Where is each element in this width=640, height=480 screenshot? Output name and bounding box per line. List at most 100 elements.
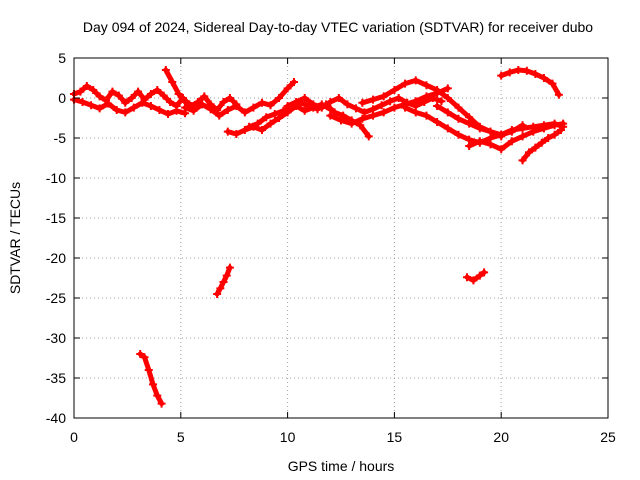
data-point: [181, 103, 190, 112]
data-point: [174, 90, 183, 98]
data-point: [356, 121, 365, 130]
y-tick-label: -40: [46, 410, 66, 426]
data-point: [548, 79, 557, 88]
x-tick-label: 0: [70, 429, 78, 445]
data-point: [279, 106, 288, 115]
data-point: [149, 380, 158, 389]
data-point: [326, 111, 335, 120]
data-point: [146, 90, 155, 98]
data-point: [497, 130, 506, 139]
data-point: [157, 399, 166, 408]
data-point: [437, 97, 446, 106]
data-point: [300, 94, 309, 102]
data-point: [465, 119, 474, 128]
data-point: [411, 97, 420, 106]
data-point: [225, 263, 234, 272]
data-point: [95, 104, 104, 113]
data-point: [222, 271, 231, 280]
data-point: [223, 127, 232, 136]
data-point: [309, 100, 318, 109]
y-tick-label: -15: [46, 210, 66, 226]
data-point: [386, 97, 395, 106]
data-point: [411, 108, 420, 117]
data-point: [95, 92, 104, 101]
series-track-12: [465, 119, 568, 154]
data-point: [358, 114, 367, 123]
data-point: [257, 126, 266, 134]
data-point: [163, 110, 172, 118]
chart-title: Day 094 of 2024, Sidereal Day-to-day VTE…: [83, 19, 593, 35]
data-point: [475, 271, 484, 280]
data-point: [454, 114, 463, 123]
series-track-15: [136, 350, 166, 408]
data-point: [249, 103, 258, 112]
data-point: [87, 101, 96, 110]
data-point: [443, 94, 452, 102]
data-point: [153, 86, 162, 94]
data-point: [401, 103, 410, 112]
data-point: [497, 71, 506, 80]
data-point: [292, 98, 301, 106]
data-point: [463, 273, 472, 282]
y-tick-label: -30: [46, 330, 66, 346]
data-point: [422, 92, 431, 101]
data-point: [379, 108, 388, 117]
data-point: [134, 87, 143, 96]
series-track-17: [463, 268, 489, 285]
data-point: [215, 111, 224, 120]
data-point: [518, 124, 527, 133]
data-point: [550, 130, 559, 139]
data-point: [557, 126, 566, 134]
data-point: [394, 94, 403, 102]
data-point: [146, 102, 155, 110]
data-point: [121, 108, 130, 117]
data-point: [337, 116, 345, 125]
data-point: [213, 290, 222, 298]
data-point: [112, 106, 121, 114]
data-point: [153, 391, 162, 400]
data-point: [364, 132, 373, 141]
data-point: [266, 101, 275, 110]
data-point: [550, 121, 559, 130]
data-point: [454, 130, 463, 139]
data-point: [422, 81, 431, 90]
data-point: [433, 86, 442, 94]
data-point: [422, 111, 431, 120]
data-point: [486, 140, 495, 149]
data-point: [537, 138, 546, 147]
data-point: [104, 99, 113, 108]
data-point: [257, 98, 266, 107]
data-point: [232, 102, 241, 110]
data-point: [200, 92, 209, 101]
data-point: [144, 366, 153, 374]
data-point: [507, 126, 516, 134]
data-point: [155, 106, 164, 114]
data-point: [514, 66, 523, 74]
data-point: [76, 87, 85, 96]
data-point: [475, 124, 484, 133]
data-point: [225, 94, 234, 102]
data-point: [369, 95, 378, 104]
data-point: [390, 86, 399, 94]
data-point: [275, 114, 284, 122]
data-point: [524, 148, 533, 157]
data-point: [283, 102, 292, 110]
data-point: [136, 350, 145, 358]
data-point: [300, 106, 309, 115]
data-point: [240, 126, 249, 134]
data-point: [443, 84, 452, 93]
data-point: [245, 122, 254, 131]
data-point: [283, 84, 292, 93]
data-point: [497, 145, 506, 154]
x-tick-label: 20: [493, 429, 509, 445]
data-layer: [70, 66, 568, 408]
data-point: [505, 68, 514, 77]
data-point: [390, 103, 399, 112]
data-point: [351, 104, 360, 113]
data-point: [189, 106, 198, 115]
data-point: [559, 119, 568, 128]
data-point: [334, 94, 343, 102]
data-point: [240, 108, 249, 117]
